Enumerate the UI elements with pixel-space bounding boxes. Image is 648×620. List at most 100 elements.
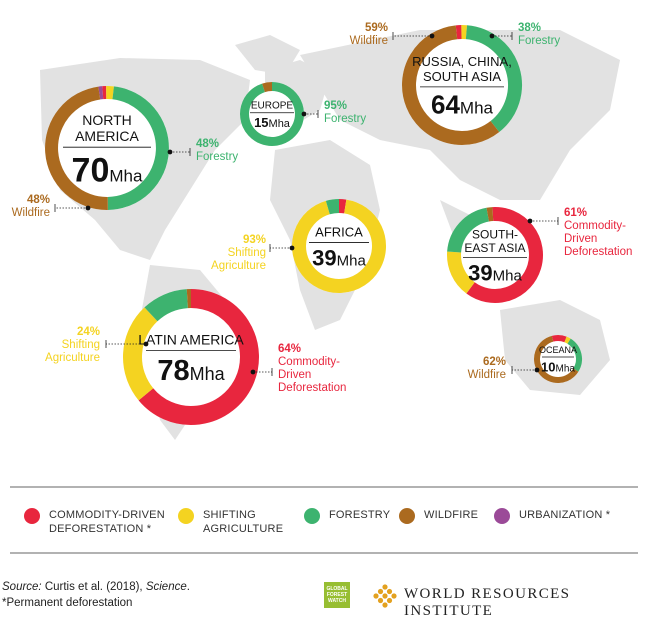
- donut-africa: AFRICA 39Mha: [292, 199, 386, 293]
- legend-item-shifting: SHIFTING AGRICULTURE: [178, 508, 283, 536]
- legend-label-line: SHIFTING: [203, 508, 283, 522]
- donut-slice-wildfire: [488, 214, 493, 215]
- callout-pct: 95%: [324, 100, 347, 112]
- donut-oceania: OCEANA 10Mha: [534, 335, 582, 383]
- callout-label: Driven: [278, 369, 311, 381]
- donut-region-name: AFRICA: [315, 225, 363, 240]
- donut-region-name: EAST ASIA: [464, 241, 525, 255]
- donut-total: 15Mha: [254, 115, 291, 130]
- callout-dot: [535, 368, 540, 373]
- legend-label-line: URBANIZATION *: [519, 508, 610, 522]
- donut-europe: EUROPE 15Mha: [240, 82, 304, 146]
- legend-swatch-forestry: [304, 508, 320, 524]
- callout-pct: 48%: [27, 194, 50, 206]
- callout-pct: 62%: [483, 356, 506, 368]
- legend-swatch-commodity: [24, 508, 40, 524]
- callout-pct: 59%: [365, 22, 388, 34]
- callout-label: Commodity-: [564, 220, 626, 232]
- legend-label-line: FORESTRY: [329, 508, 390, 522]
- source-journal: Science: [146, 581, 187, 593]
- wri-logo-icon: [372, 583, 398, 609]
- callout-label: Shifting: [228, 247, 266, 259]
- donut-total-value: 10: [541, 359, 555, 374]
- donut-region-name: NORTH: [82, 112, 132, 128]
- donut-region-name: OCEANA: [539, 345, 577, 355]
- donut-total-unit: Mha: [190, 364, 226, 384]
- legend-label-line: COMMODITY-DRIVEN: [49, 508, 165, 522]
- donut-region-name: SOUTH-: [472, 227, 518, 241]
- donut-region-name: EUROPE: [251, 100, 294, 111]
- donut-total-unit: Mha: [493, 268, 523, 285]
- source-end: .: [187, 581, 190, 593]
- footnote-text: *Permanent deforestation: [2, 597, 132, 609]
- donut-total-value: 64: [431, 90, 460, 120]
- donut-total-value: 15: [254, 115, 268, 130]
- callout-dot: [144, 342, 149, 347]
- callout-pct: 24%: [77, 326, 100, 338]
- callout-dot: [490, 34, 495, 39]
- donut-region-name: SOUTH ASIA: [423, 69, 501, 84]
- callout-label: Forestry: [196, 151, 238, 163]
- legend-swatch-urbanization: [494, 508, 510, 524]
- donut-slice-wildfire: [264, 87, 273, 88]
- callout-label: Forestry: [324, 113, 366, 125]
- wri-wordmark: WORLD RESOURCES INSTITUTE: [404, 586, 648, 620]
- legend-label-line: DEFORESTATION *: [49, 522, 165, 536]
- donut-total-value: 70: [72, 152, 110, 190]
- callout-label: Deforestation: [278, 382, 346, 394]
- legend-item-commodity: COMMODITY-DRIVEN DEFORESTATION *: [24, 508, 165, 536]
- callout-pct: 64%: [278, 343, 301, 355]
- legend-label-line: AGRICULTURE: [203, 522, 283, 536]
- donut-region-name: AMERICA: [75, 128, 139, 144]
- donut-slice-shifting: [566, 339, 570, 341]
- source-label: Source:: [2, 581, 42, 593]
- callout-label: Wildfire: [350, 35, 388, 47]
- gfw-logo: GLOBAL FOREST WATCH: [324, 582, 350, 608]
- donut-total-value: 39: [468, 261, 492, 286]
- callout-label: Commodity-: [278, 356, 340, 368]
- donut-total-unit: Mha: [337, 252, 367, 269]
- donut-total-unit: Mha: [556, 363, 576, 374]
- donut-total-unit: Mha: [460, 99, 494, 118]
- callout-label: Wildfire: [468, 369, 506, 381]
- callout-dot: [302, 112, 307, 117]
- footnote: *Permanent deforestation: [2, 597, 132, 609]
- callout-label: Forestry: [518, 35, 560, 47]
- callout-label: Agriculture: [211, 260, 266, 272]
- callout-dot: [528, 219, 533, 224]
- callout-label: Deforestation: [564, 246, 632, 258]
- callout-pct: 48%: [196, 138, 219, 150]
- callout-pct: 93%: [243, 234, 266, 246]
- callout-label: Agriculture: [45, 352, 100, 364]
- donut-total-unit: Mha: [269, 118, 291, 130]
- legend-swatch-wildfire: [399, 508, 415, 524]
- source-note: Source: Curtis et al. (2018), Science.: [2, 581, 190, 593]
- donut-region-name: RUSSIA, CHINA,: [412, 54, 512, 69]
- callout-dot: [86, 206, 91, 211]
- callout-pct: 38%: [518, 22, 541, 34]
- callout-label: Driven: [564, 233, 597, 245]
- legend-item-wildfire: WILDFIRE: [399, 508, 478, 524]
- callout-label: Wildfire: [12, 207, 50, 219]
- donut-total-unit: Mha: [109, 167, 143, 186]
- donut-slice-forestry: [328, 206, 339, 208]
- donut-russia: RUSSIA, CHINA,SOUTH ASIA 64Mha: [402, 25, 522, 145]
- callout-dot: [251, 370, 256, 375]
- callout-dot: [168, 150, 173, 155]
- donut-total-value: 78: [157, 355, 189, 387]
- gfw-logo-line: WATCH: [326, 598, 347, 604]
- donut-total-value: 39: [312, 245, 336, 270]
- source-text: Curtis et al. (2018),: [42, 581, 146, 593]
- callout-dot: [430, 34, 435, 39]
- callout-dot: [290, 246, 295, 251]
- legend-item-urbanization: URBANIZATION *: [494, 508, 610, 524]
- callout-label: Shifting: [62, 339, 100, 351]
- callout-pct: 61%: [564, 207, 587, 219]
- legend-item-forestry: FORESTRY: [304, 508, 390, 524]
- legend-swatch-shifting: [178, 508, 194, 524]
